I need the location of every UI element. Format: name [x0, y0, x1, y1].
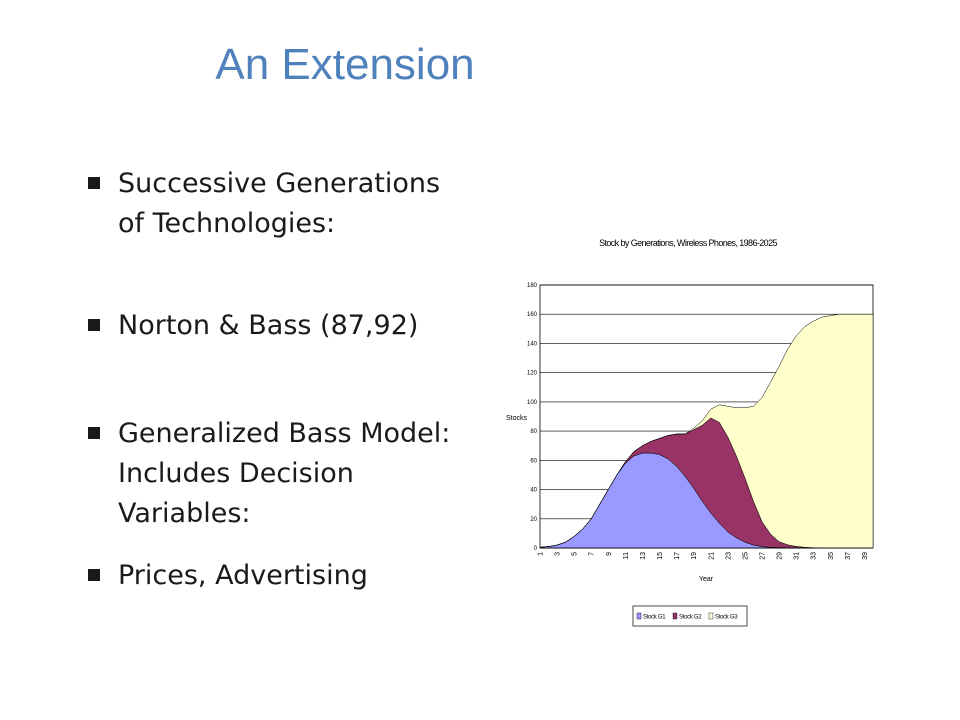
x-tick-label: 27 — [760, 552, 767, 560]
y-tick-label: 40 — [530, 488, 537, 494]
x-tick-label: 25 — [742, 552, 749, 560]
y-tick-label: 140 — [527, 341, 538, 347]
x-tick-label: 1 — [538, 552, 545, 556]
x-tick-label: 15 — [657, 552, 664, 560]
legend-label-stock-g3: Stock G3 — [715, 615, 738, 621]
x-tick-label: 35 — [828, 552, 835, 560]
square-bullet-icon — [88, 427, 100, 439]
bullet-successive-generations: Successive Generations of Technologies: — [88, 164, 458, 244]
y-tick-label: 0 — [534, 546, 538, 552]
x-tick-label: 11 — [623, 552, 630, 559]
x-tick-label: 23 — [725, 552, 732, 560]
legend-swatch-stock-g3 — [708, 612, 714, 620]
x-tick-label: 29 — [777, 552, 784, 560]
y-tick-label: 180 — [527, 283, 538, 289]
x-tick-label: 37 — [845, 552, 852, 560]
legend-box — [632, 605, 748, 627]
y-tick-label: 20 — [530, 517, 537, 523]
bullet-text: Prices, Advertising — [118, 560, 368, 591]
chart-title: Stock by Generations, Wireless Phones, 1… — [599, 238, 777, 248]
bullet-generalized-bass: Generalized Bass Model: Includes Decisio… — [88, 414, 458, 534]
bullet-prices-advertising: Prices, Advertising — [88, 556, 458, 596]
y-tick-label: 160 — [527, 312, 538, 318]
y-tick-label: 80 — [530, 429, 537, 435]
x-tick-label: 9 — [606, 552, 613, 556]
area-stock-g3 — [539, 313, 874, 549]
x-tick-label: 3 — [555, 552, 562, 556]
x-tick-label: 7 — [589, 552, 596, 556]
x-tick-label: 39 — [862, 552, 869, 560]
square-bullet-icon — [88, 319, 100, 331]
x-tick-label: 21 — [708, 552, 715, 560]
x-tick-label: 33 — [811, 552, 818, 560]
bullet-text: Successive Generations of Technologies: — [118, 168, 441, 239]
x-tick-label: 13 — [640, 552, 647, 560]
y-tick-label: 100 — [527, 400, 538, 406]
bullet-norton-bass: Norton & Bass (87,92) — [88, 306, 458, 346]
legend-swatch-stock-g1 — [636, 612, 642, 620]
y-tick-label: 60 — [530, 458, 537, 464]
square-bullet-icon — [88, 569, 100, 581]
y-axis-label: Stocks — [506, 415, 528, 422]
x-tick-label: 19 — [691, 552, 698, 560]
bullet-text: Generalized Bass Model: Includes Decisio… — [118, 418, 451, 529]
y-tick-label: 120 — [527, 371, 538, 377]
stock-chart-svg: Stock by Generations, Wireless Phones, 1… — [506, 238, 874, 627]
legend-swatch-stock-g2 — [672, 612, 678, 620]
x-axis-label: Year — [699, 576, 714, 583]
x-tick-label: 17 — [674, 552, 681, 560]
square-bullet-icon — [88, 177, 100, 189]
legend-label-stock-g1: Stock G1 — [643, 615, 666, 621]
slide-title: An Extension — [215, 40, 475, 89]
legend-label-stock-g2: Stock G2 — [679, 615, 702, 621]
x-tick-label: 5 — [572, 552, 579, 556]
stock-chart: Stock by Generations, Wireless Phones, 1… — [490, 230, 890, 640]
bullet-text: Norton & Bass (87,92) — [118, 310, 419, 341]
chart-legend: Stock G1 Stock G2 Stock G3 — [632, 605, 748, 627]
x-tick-label: 31 — [794, 552, 801, 560]
